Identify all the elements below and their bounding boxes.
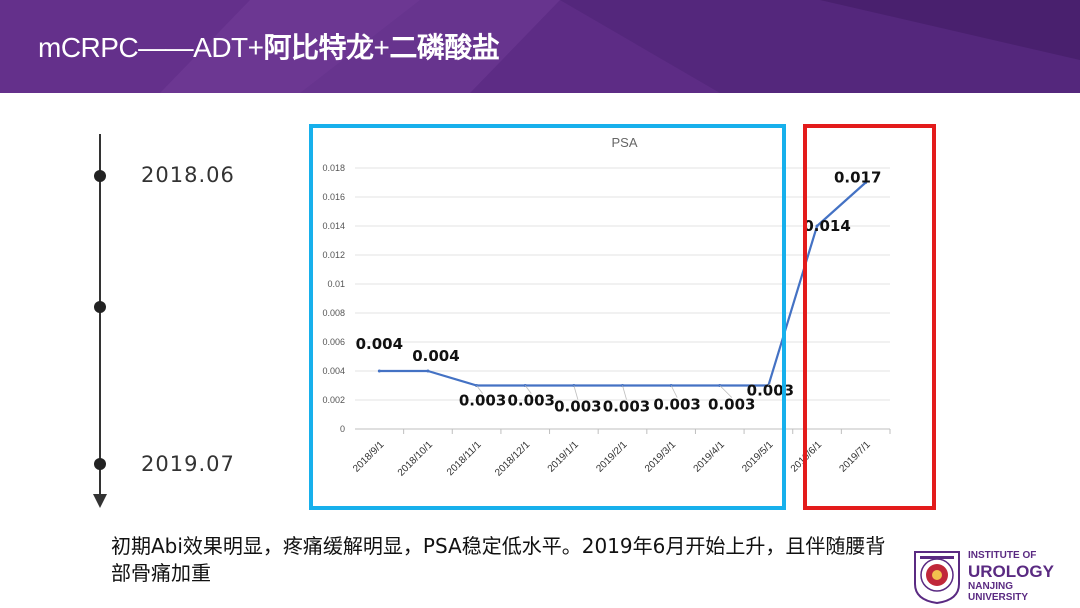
timeline-dot-end	[94, 458, 106, 470]
chart-title: PSA	[611, 135, 637, 150]
x-tick-label: 2018/9/1	[351, 439, 387, 475]
timeline-dot-middle	[94, 301, 106, 313]
x-tick-label: 2019/2/1	[594, 439, 630, 475]
highlight-box-rise	[803, 124, 936, 510]
data-label: 0.003	[508, 392, 555, 410]
x-tick-label: 2018/10/1	[396, 439, 436, 479]
y-tick-label: 0	[340, 424, 345, 434]
x-tick-label: 2018/12/1	[493, 439, 533, 479]
data-label: 0.003	[653, 396, 700, 414]
x-tick-label: 2019/7/1	[837, 439, 873, 475]
timeline-label-start: 2018.06	[141, 163, 235, 187]
caption-text: 初期Abi效果明显，疼痛缓解明显，PSA稳定低水平。2019年6月开始上升，且伴…	[111, 534, 886, 585]
y-tick-label: 0.016	[322, 192, 345, 202]
data-label: 0.003	[459, 392, 506, 410]
title-prefix: mCRPC——ADT+	[38, 32, 264, 63]
data-label: 0.003	[747, 382, 794, 400]
highlight-box-stable	[309, 124, 786, 510]
y-tick-label: 0.004	[322, 366, 345, 376]
data-label-leader	[573, 385, 579, 400]
logo-line-university: UNIVERSITY	[968, 592, 1029, 603]
banner-background	[0, 0, 1080, 93]
x-tick-label: 2019/1/1	[546, 439, 582, 475]
timeline-line	[99, 134, 101, 496]
data-label: 0.003	[708, 396, 755, 414]
data-point	[815, 224, 819, 228]
y-tick-label: 0.014	[322, 221, 345, 231]
data-label: 0.003	[603, 398, 650, 416]
data-label-leader	[719, 385, 733, 398]
title-plus: +	[373, 32, 390, 63]
timeline-label-end: 2019.07	[141, 452, 235, 476]
x-tick-label: 2019/3/1	[643, 439, 679, 475]
timeline-arrow-icon	[93, 494, 107, 508]
logo-line-nanjing: NANJING	[968, 581, 1014, 592]
logo-line-urology: UROLOGY	[968, 562, 1054, 581]
data-point	[377, 369, 381, 373]
university-seal-icon	[914, 551, 960, 604]
y-tick-label: 0.006	[322, 337, 345, 347]
data-point	[864, 181, 868, 184]
data-label: 0.003	[554, 398, 601, 416]
data-label: 0.004	[356, 335, 403, 353]
data-label-leader	[524, 385, 532, 394]
data-label: 0.014	[803, 217, 850, 235]
data-point	[426, 369, 430, 373]
data-label-leader	[768, 383, 771, 386]
x-tick-label: 2019/4/1	[692, 439, 728, 475]
y-tick-label: 0.002	[322, 395, 345, 405]
data-label: 0.017	[834, 169, 881, 187]
y-tick-label: 0.012	[322, 250, 345, 260]
data-label-leader	[622, 385, 627, 400]
data-label-leader	[670, 385, 678, 398]
data-label-leader	[476, 385, 483, 394]
y-tick-label: 0.01	[327, 279, 345, 289]
slide-title: mCRPC——ADT+阿比特龙+二磷酸盐	[38, 26, 500, 66]
institute-logo: INSTITUTE OF UROLOGY NANJING UNIVERSITY	[912, 548, 1072, 606]
title-drug-abiraterone: 阿比特龙	[263, 32, 375, 63]
y-tick-label: 0.008	[322, 308, 345, 318]
title-drug-bisphosphonate: 二磷酸盐	[389, 32, 500, 63]
x-tick-label: 2018/11/1	[445, 439, 484, 478]
logo-text: INSTITUTE OF UROLOGY NANJING UNIVERSITY	[968, 551, 1054, 603]
timeline-dot-start	[94, 170, 106, 182]
y-tick-label: 0.018	[322, 163, 345, 173]
data-label: 0.004	[412, 347, 459, 365]
title-banner: mCRPC——ADT+阿比特龙+二磷酸盐	[0, 0, 1080, 93]
x-tick-label: 2019/5/1	[740, 439, 776, 475]
logo-line-institute: INSTITUTE OF	[968, 550, 1037, 561]
